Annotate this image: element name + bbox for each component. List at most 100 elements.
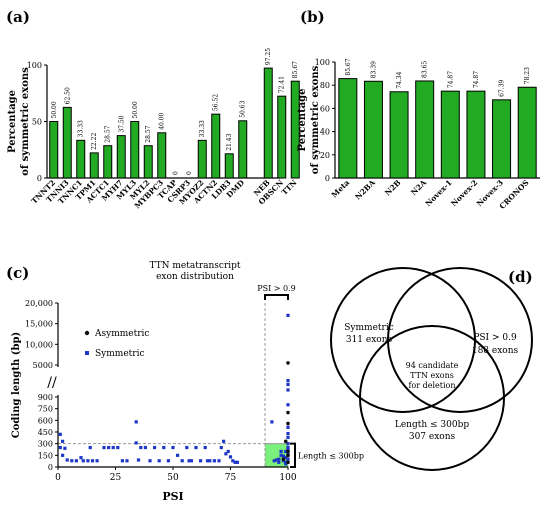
symmetric-point bbox=[286, 403, 290, 407]
symmetric-point bbox=[180, 459, 184, 463]
bar-value-label: 78.23 bbox=[524, 67, 531, 84]
y-tick-label: 80 bbox=[320, 81, 330, 90]
symmetric-point bbox=[286, 431, 290, 436]
y-tick-label: 15,000 bbox=[25, 320, 53, 329]
y-axis-label: Percentage bbox=[7, 90, 18, 153]
panel-label-d: (d) bbox=[508, 268, 533, 286]
symmetric-point bbox=[157, 459, 161, 463]
legend-asymmetric-label: Asymmetric bbox=[94, 329, 149, 339]
symmetric-point bbox=[79, 456, 83, 460]
x-tick-label: Meta bbox=[330, 178, 352, 200]
symmetric-point bbox=[286, 442, 290, 446]
legend-symmetric-marker bbox=[85, 351, 89, 355]
symmetric-point bbox=[208, 459, 212, 463]
symmetric-point bbox=[148, 459, 152, 463]
axis-break-mark: // bbox=[47, 375, 57, 391]
symmetric-point bbox=[286, 435, 290, 440]
y-tick-label: 100 bbox=[27, 61, 42, 70]
asymmetric-point bbox=[286, 460, 290, 465]
bar bbox=[224, 153, 234, 179]
y-tick-label: 20,000 bbox=[25, 299, 53, 308]
legend-asymmetric-marker bbox=[84, 330, 90, 336]
bar bbox=[440, 90, 460, 179]
y-tick-label: 0 bbox=[325, 174, 330, 183]
y-tick-label: 450 bbox=[38, 428, 53, 437]
symmetric-point bbox=[176, 453, 180, 457]
bar bbox=[277, 95, 287, 179]
bar-value-label: 74.87 bbox=[473, 71, 480, 88]
symmetric-point bbox=[125, 459, 129, 463]
panel-label-b: (b) bbox=[300, 8, 325, 26]
bar bbox=[389, 91, 409, 179]
symmetric-point bbox=[187, 459, 191, 463]
bar-value-label: 62.50 bbox=[64, 87, 71, 104]
bar bbox=[49, 121, 59, 179]
asymmetric-point bbox=[286, 361, 290, 365]
panel-label-a: (a) bbox=[6, 8, 30, 26]
symmetric-point bbox=[162, 445, 166, 450]
y-tick-label: 50 bbox=[32, 118, 42, 127]
symmetric-point bbox=[233, 460, 237, 464]
bar bbox=[62, 106, 72, 179]
x-tick-label: N2B bbox=[383, 178, 402, 197]
symmetric-point bbox=[74, 459, 78, 463]
symmetric-point bbox=[86, 459, 90, 463]
symmetric-point bbox=[136, 458, 141, 462]
symmetric-point bbox=[286, 313, 290, 317]
symmetric-point bbox=[134, 441, 138, 445]
bar-value-label: 56.52 bbox=[213, 94, 220, 111]
bar bbox=[466, 90, 486, 179]
bar-value-label: 74.87 bbox=[447, 71, 454, 88]
asymmetric-point bbox=[286, 421, 290, 426]
symmetric-point bbox=[189, 459, 193, 463]
bar-value-label: 50.63 bbox=[240, 100, 247, 117]
bar bbox=[130, 121, 140, 179]
y-tick-label: 750 bbox=[38, 405, 53, 414]
symmetric-point bbox=[284, 456, 288, 460]
symmetric-point bbox=[88, 445, 92, 450]
symmetric-point bbox=[58, 432, 62, 436]
bar-value-label: 50.00 bbox=[51, 101, 58, 118]
symmetric-point bbox=[235, 460, 239, 464]
symmetric-point bbox=[219, 445, 223, 450]
bar bbox=[338, 78, 358, 179]
bar-value-label: 85.67 bbox=[345, 58, 352, 75]
y-tick-label: 300 bbox=[38, 440, 53, 449]
symmetric-point bbox=[270, 420, 274, 424]
chart-a: 0 50 100 Percentage of symmetric exons 50.00 T… bbox=[7, 48, 300, 210]
symmetric-point bbox=[107, 445, 111, 450]
asymmetric-point bbox=[286, 453, 290, 458]
symmetric-point bbox=[284, 449, 288, 454]
bar bbox=[157, 132, 167, 179]
venn-center-line3: for deletion bbox=[408, 381, 455, 390]
venn-symmetric-count: 311 exons bbox=[346, 335, 393, 345]
venn-circle-length bbox=[359, 325, 505, 471]
symmetric-point bbox=[63, 446, 67, 450]
symmetric-point bbox=[228, 455, 233, 459]
chart-b: 0 20 40 60 80 100 Percentage of symmetric exons… bbox=[297, 58, 540, 211]
symmetric-point bbox=[279, 449, 283, 454]
symmetric-point bbox=[281, 454, 285, 458]
symmetric-point bbox=[61, 453, 65, 457]
symmetric-point bbox=[286, 457, 290, 461]
x-tick-label: 0 bbox=[55, 473, 61, 483]
symmetric-point bbox=[284, 462, 288, 466]
y-tick-label: 60 bbox=[320, 104, 330, 113]
y-tick-label: 900 bbox=[38, 393, 53, 402]
venn-length-count: 307 exons bbox=[409, 432, 456, 442]
x-tick-label: Novex-2 bbox=[449, 178, 479, 208]
symmetric-point bbox=[166, 459, 170, 463]
bar-value-label: 0 bbox=[186, 171, 193, 175]
symmetric-point bbox=[279, 453, 283, 457]
chart-title: TTN metatranscript bbox=[149, 261, 240, 271]
length-annotation: Length ≤ 300bp bbox=[298, 451, 364, 460]
bar-value-label: 22.22 bbox=[91, 133, 98, 150]
symmetric-point bbox=[199, 459, 203, 463]
symmetric-point bbox=[111, 445, 115, 450]
bar-value-label: 67.39 bbox=[499, 79, 506, 96]
y-tick-label: 150 bbox=[38, 451, 53, 460]
chart-c: //0150300450600750900500010,00015,00020,… bbox=[11, 261, 364, 503]
bar bbox=[211, 113, 221, 179]
bar-value-label: 97.25 bbox=[265, 48, 272, 65]
bar-value-label: 28.57 bbox=[145, 125, 152, 142]
